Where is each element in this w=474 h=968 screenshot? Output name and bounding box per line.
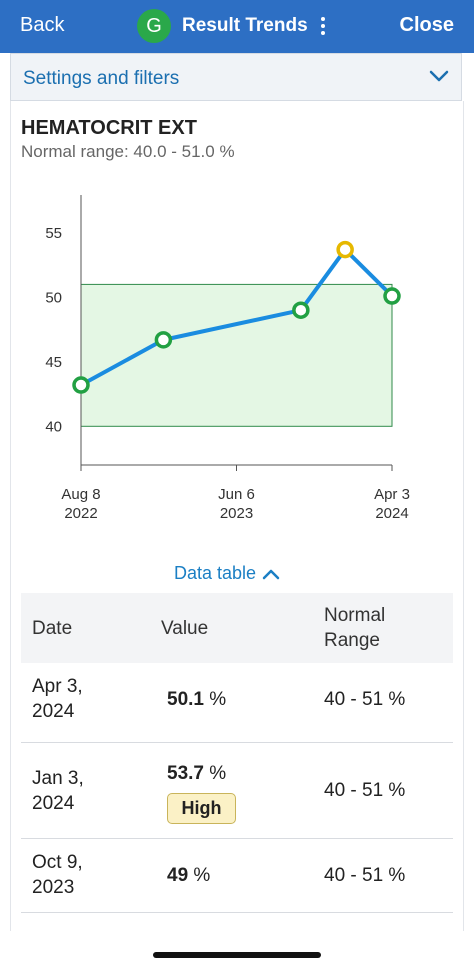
- data-table: Date Value Normal Range Apr 3, 2024 50.1…: [21, 593, 453, 913]
- header-range-line1: Normal: [324, 605, 386, 626]
- page-title: Result Trends: [182, 15, 308, 36]
- row-value: 50.1 %: [167, 689, 226, 711]
- data-point: [154, 331, 173, 349]
- table-row: Jan 3, 2024 53.7 % High 40 - 51 %: [21, 743, 453, 839]
- row-date-line2: 2024: [32, 701, 75, 722]
- row-date-line2: 2024: [32, 793, 75, 814]
- chevron-up-icon: [262, 570, 280, 580]
- header-value: Value: [161, 618, 209, 639]
- normal-range-band: [80, 283, 393, 427]
- x-tick-label: Jun 6: [218, 486, 255, 503]
- trend-chart: 55 50 45 40 Aug 8 2022 Jun 6 2023 Apr 3 2024: [45, 195, 410, 522]
- settings-filters-label: Settings and filters: [23, 68, 180, 89]
- data-point: [292, 301, 310, 319]
- row-value-unit: %: [209, 689, 227, 710]
- row-value-number: 53.7: [167, 763, 204, 784]
- test-name: HEMATOCRIT EXT: [21, 117, 197, 139]
- y-tick-label: 50: [45, 289, 62, 306]
- high-flag-badge: High: [167, 793, 236, 824]
- row-date-line1: Apr 3,: [32, 676, 83, 697]
- row-value-unit: %: [209, 763, 227, 784]
- avatar[interactable]: G: [137, 9, 171, 43]
- table-header: Date Value Normal Range: [21, 593, 453, 663]
- header-date: Date: [32, 618, 73, 639]
- x-tick-label-year: 2023: [220, 505, 253, 522]
- row-value: 49 %: [167, 865, 210, 887]
- header-range-line2: Range: [324, 630, 380, 651]
- x-tick-label: Apr 3: [374, 486, 410, 503]
- close-button[interactable]: Close: [399, 14, 454, 36]
- row-date-line1: Jan 3,: [32, 768, 84, 789]
- row-value-number: 50.1: [167, 689, 204, 710]
- home-indicator: [153, 952, 321, 958]
- data-point: [72, 376, 90, 394]
- data-table-toggle[interactable]: Data table: [174, 563, 280, 584]
- y-tick-label: 45: [45, 354, 62, 371]
- top-bar: Back G Result Trends Close: [0, 0, 474, 53]
- row-date-line2: 2023: [32, 877, 75, 898]
- table-row: Apr 3, 2024 50.1 % 40 - 51 %: [21, 663, 453, 743]
- x-tick-label-year: 2022: [64, 505, 97, 522]
- row-date-line1: Oct 9,: [32, 852, 83, 873]
- row-range: 40 - 51 %: [324, 780, 406, 801]
- y-tick-label: 55: [45, 225, 62, 242]
- result-card: [10, 101, 464, 931]
- chevron-down-icon: [429, 70, 449, 82]
- normal-range-text: Normal range: 40.0 - 51.0 %: [21, 142, 235, 161]
- settings-filters-toggle[interactable]: Settings and filters: [10, 53, 462, 101]
- table-row: Oct 9, 2023 49 % 40 - 51 %: [21, 839, 453, 913]
- back-button[interactable]: Back: [20, 14, 65, 36]
- row-value: 53.7 %: [167, 763, 226, 785]
- x-tick-label-year: 2024: [375, 505, 408, 522]
- x-tick-label: Aug 8: [61, 486, 100, 503]
- row-range: 40 - 51 %: [324, 865, 406, 886]
- row-value-number: 49: [167, 865, 189, 886]
- y-tick-label: 40: [45, 418, 62, 435]
- row-range: 40 - 51 %: [324, 689, 406, 710]
- more-options-icon[interactable]: [316, 15, 330, 39]
- data-point-high: [336, 240, 354, 259]
- row-value-unit: %: [193, 865, 211, 886]
- data-table-toggle-label: Data table: [174, 563, 257, 583]
- data-point: [383, 287, 401, 305]
